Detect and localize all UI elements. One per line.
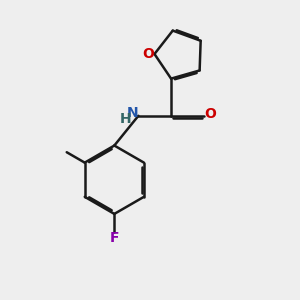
Text: O: O [142,47,154,61]
Text: O: O [204,107,216,121]
Text: H: H [120,112,132,126]
Text: N: N [127,106,139,120]
Text: F: F [110,231,119,245]
